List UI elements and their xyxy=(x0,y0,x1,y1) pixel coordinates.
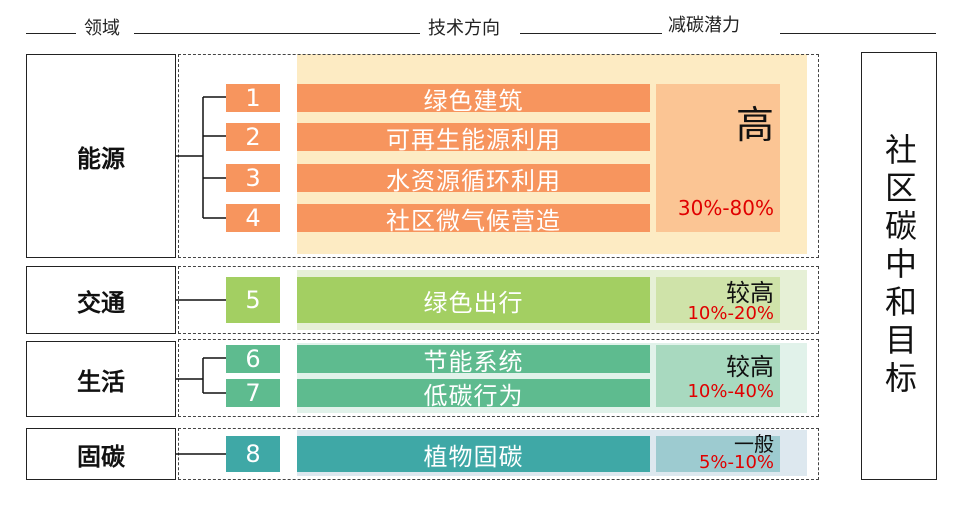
item-label-7: 低碳行为 xyxy=(297,379,650,410)
group-life xyxy=(178,339,819,417)
item-number-8: 8 xyxy=(226,436,280,472)
goal-box: 社区碳中和目标 xyxy=(861,52,937,480)
item-number-4: 4 xyxy=(226,204,280,232)
header-domain: 领域 xyxy=(84,18,120,39)
item-label-3: 水资源循环利用 xyxy=(297,164,650,195)
domain-carbon: 固碳 xyxy=(26,428,176,480)
item-label-8: 植物固碳 xyxy=(297,436,650,472)
potential-level-carbon: 一般 xyxy=(734,432,774,456)
header-line-left xyxy=(26,33,76,34)
item-label-5: 绿色出行 xyxy=(297,277,650,323)
potential-level-transport: 较高 xyxy=(726,279,774,307)
header-direction: 技术方向 xyxy=(428,18,500,39)
item-label-6: 节能系统 xyxy=(297,345,650,376)
goal-text: 社区碳中和目标 xyxy=(880,133,918,399)
domain-transport: 交通 xyxy=(26,266,176,334)
potential-level-life: 较高 xyxy=(726,353,774,381)
item-number-2: 2 xyxy=(226,123,280,151)
item-number-6: 6 xyxy=(226,345,280,373)
item-number-5: 5 xyxy=(226,277,280,323)
potential-range-life: 10%-40% xyxy=(687,381,774,402)
header-line-right-a xyxy=(520,33,662,34)
potential-range-energy: 30%-80% xyxy=(677,196,774,220)
header-potential: 减碳潜力 xyxy=(668,15,740,36)
item-number-7: 7 xyxy=(226,379,280,407)
potential-energy: 高 30%-80% xyxy=(656,84,780,232)
potential-range-carbon: 5%-10% xyxy=(698,452,774,473)
item-number-3: 3 xyxy=(226,164,280,192)
potential-carbon: 一般 5%-10% xyxy=(656,432,780,473)
item-number-1: 1 xyxy=(226,84,280,112)
potential-level-energy: 高 xyxy=(735,103,774,147)
item-label-4: 社区微气候营造 xyxy=(297,204,650,235)
potential-life: 较高 10%-40% xyxy=(656,345,780,407)
domain-life: 生活 xyxy=(26,341,176,417)
domain-energy: 能源 xyxy=(26,54,176,258)
item-label-1: 绿色建筑 xyxy=(297,84,650,115)
potential-transport: 较高 10%-20% xyxy=(656,277,780,324)
potential-range-transport: 10%-20% xyxy=(687,303,774,324)
header-line-right-b xyxy=(780,33,936,34)
item-label-2: 可再生能源利用 xyxy=(297,123,650,154)
header-line-mid xyxy=(134,33,420,34)
